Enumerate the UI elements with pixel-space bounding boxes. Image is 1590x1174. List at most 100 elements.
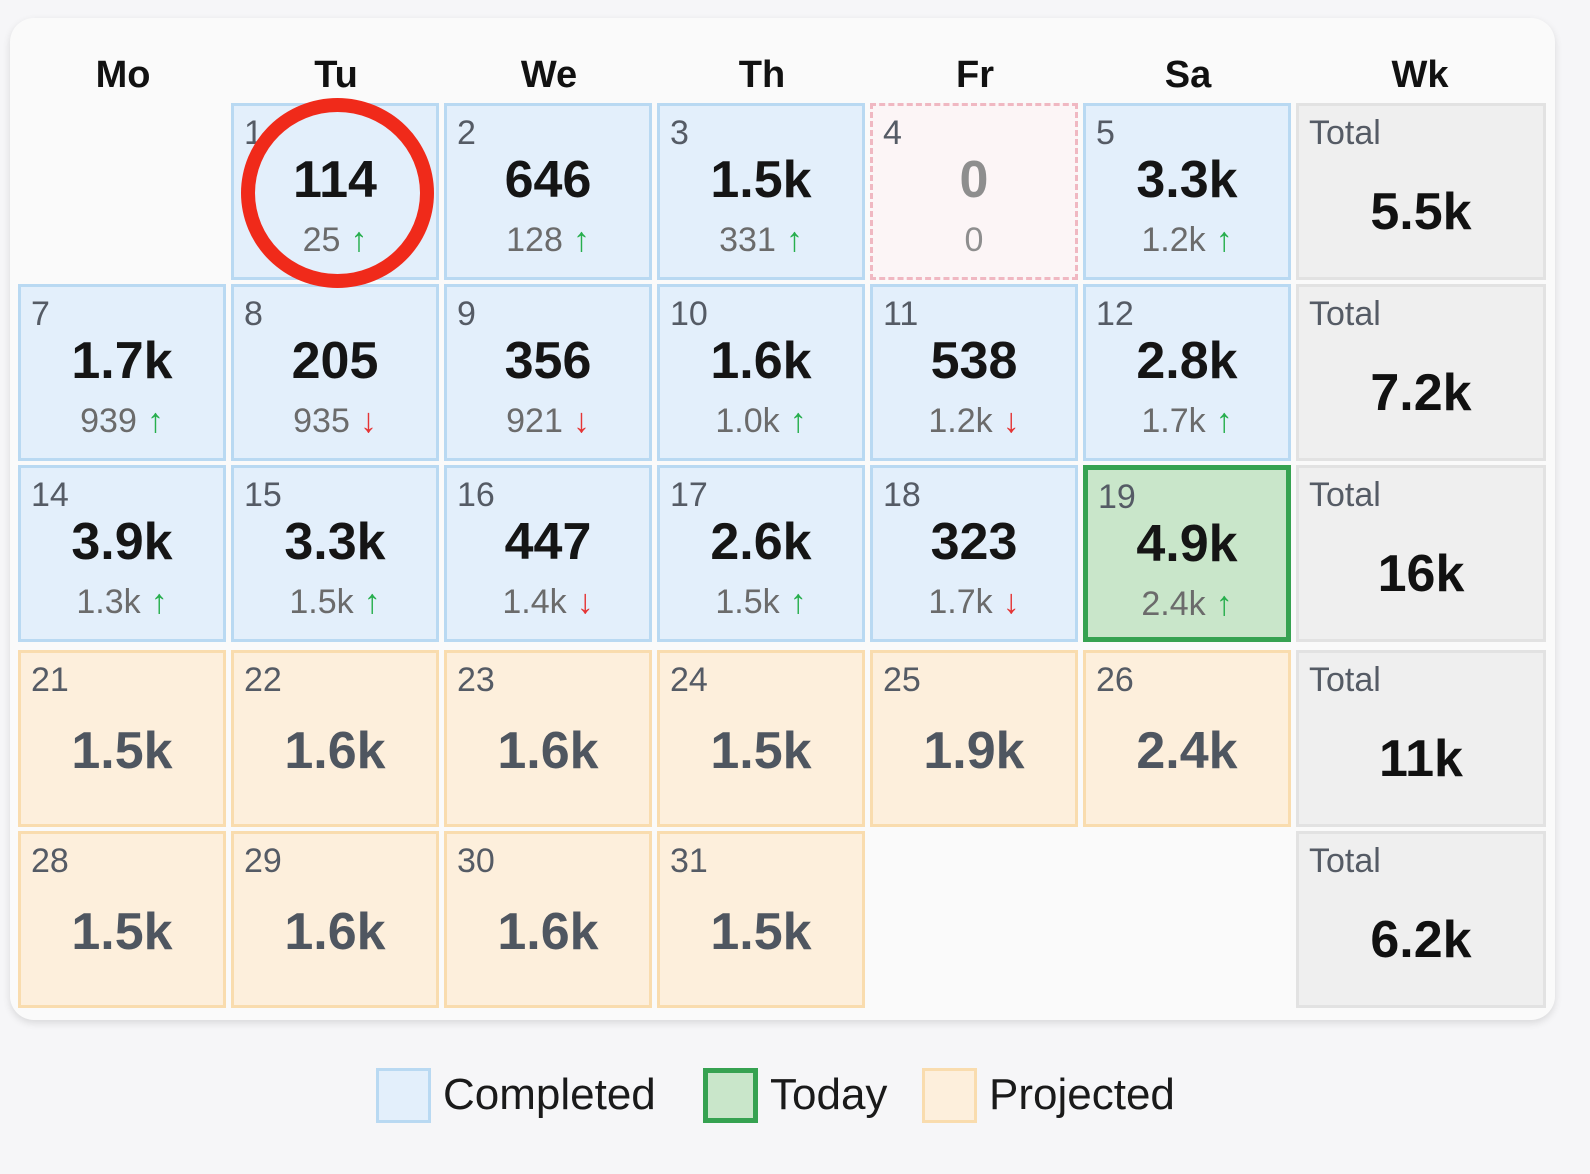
empty-cell	[1083, 831, 1291, 1008]
projected-value: 1.5k	[71, 903, 173, 961]
day-cell-28[interactable]: 28 1.5k	[18, 831, 226, 1008]
week-total-cell[interactable]: Total 16k	[1296, 465, 1546, 642]
day-cell-22[interactable]: 22 1.6k	[231, 650, 439, 827]
week-total-cell[interactable]: Total 5.5k	[1296, 103, 1546, 280]
day-cell-24[interactable]: 24 1.5k	[657, 650, 865, 827]
legend-projected-label: Projected	[989, 1070, 1175, 1119]
day-number: 5	[1096, 114, 1115, 152]
today-swatch	[703, 1067, 758, 1123]
day-cell-12[interactable]: 12 2.8k 1.7k ↑	[1083, 284, 1291, 461]
day-cell-18[interactable]: 18 323 1.7k ↓	[870, 465, 1078, 642]
day-cell-10[interactable]: 10 1.6k 1.0k ↑	[657, 284, 865, 461]
comparison-row: 1.3k ↑	[21, 583, 223, 621]
day-cell-21[interactable]: 21 1.5k	[18, 650, 226, 827]
arrow-down-icon: ↓	[576, 583, 594, 621]
day-number: 30	[457, 842, 495, 880]
day-number: 16	[457, 476, 495, 514]
day-number: 21	[31, 661, 69, 699]
comparison-value: 331	[719, 221, 776, 259]
day-number: 28	[31, 842, 69, 880]
day-cell-11[interactable]: 11 538 1.2k ↓	[870, 284, 1078, 461]
day-cell-7[interactable]: 7 1.7k 939 ↑	[18, 284, 226, 461]
arrow-up-icon: ↑	[1215, 402, 1233, 440]
day-cell-2[interactable]: 2 646 128 ↑	[444, 103, 652, 280]
day-value: 1.7k	[71, 332, 173, 390]
day-value: 1.6k	[710, 332, 812, 390]
comparison-row: 935 ↓	[234, 402, 436, 440]
day-value: 4.9k	[1136, 515, 1238, 573]
day-cell-29[interactable]: 29 1.6k	[231, 831, 439, 1008]
comparison-row: 1.2k ↓	[873, 402, 1075, 440]
day-number: 22	[244, 661, 282, 699]
arrow-up-icon: ↑	[1215, 585, 1233, 623]
day-number: 23	[457, 661, 495, 699]
day-number: 24	[670, 661, 708, 699]
projected-value: 1.6k	[284, 903, 386, 961]
day-number: 1	[244, 114, 263, 152]
day-value: 323	[930, 513, 1018, 571]
day-value: 1.5k	[710, 151, 812, 209]
day-cell-14[interactable]: 14 3.9k 1.3k ↑	[18, 465, 226, 642]
week-total-cell[interactable]: Total 6.2k	[1296, 831, 1546, 1008]
day-cell-23[interactable]: 23 1.6k	[444, 650, 652, 827]
projected-value: 1.6k	[284, 722, 386, 780]
day-cell-19[interactable]: 19 4.9k 2.4k ↑	[1083, 465, 1291, 642]
comparison-value: 128	[506, 221, 563, 259]
arrow-up-icon: ↑	[150, 583, 168, 621]
comparison-row: 1.2k ↑	[1086, 221, 1288, 259]
total-value: 11k	[1379, 730, 1463, 788]
arrow-up-icon: ↑	[350, 221, 368, 259]
day-number: 17	[670, 476, 708, 514]
day-cell-3[interactable]: 3 1.5k 331 ↑	[657, 103, 865, 280]
day-number: 26	[1096, 661, 1134, 699]
arrow-down-icon: ↓	[572, 402, 590, 440]
day-cell-30[interactable]: 30 1.6k	[444, 831, 652, 1008]
day-cell-5[interactable]: 5 3.3k 1.2k ↑	[1083, 103, 1291, 280]
legend-completed: Completed	[376, 1065, 656, 1125]
arrow-up-icon: ↑	[789, 402, 807, 440]
projected-value: 1.5k	[710, 903, 812, 961]
arrow-down-icon: ↓	[1002, 583, 1020, 621]
arrow-down-icon: ↓	[359, 402, 377, 440]
comparison-row: 128 ↑	[447, 221, 649, 259]
day-value: 114	[293, 151, 377, 209]
comparison-value: 1.5k	[715, 583, 780, 621]
header-sa: Sa	[1164, 54, 1212, 96]
comparison-row: 939 ↑	[21, 402, 223, 440]
header-tu: Tu	[314, 54, 358, 96]
header-wk: Wk	[1391, 54, 1449, 96]
completed-swatch	[376, 1067, 431, 1123]
total-label: Total	[1309, 842, 1381, 880]
legend-projected: Projected	[922, 1065, 1175, 1125]
comparison-value: 1.7k	[1141, 402, 1206, 440]
legend-today: Today	[703, 1065, 887, 1125]
comparison-row: 1.7k ↑	[1086, 402, 1288, 440]
total-label: Total	[1309, 661, 1381, 699]
day-number: 29	[244, 842, 282, 880]
day-cell-1[interactable]: 1 114 25 ↑	[231, 103, 439, 280]
day-cell-15[interactable]: 15 3.3k 1.5k ↑	[231, 465, 439, 642]
day-cell-31[interactable]: 31 1.5k	[657, 831, 865, 1008]
day-cell-16[interactable]: 16 447 1.4k ↓	[444, 465, 652, 642]
day-cell-4[interactable]: 4 0 0	[870, 103, 1078, 280]
day-number: 12	[1096, 295, 1134, 333]
day-cell-17[interactable]: 17 2.6k 1.5k ↑	[657, 465, 865, 642]
day-cell-25[interactable]: 25 1.9k	[870, 650, 1078, 827]
comparison-value: 1.2k	[1141, 221, 1206, 259]
day-number: 9	[457, 295, 476, 333]
day-cell-8[interactable]: 8 205 935 ↓	[231, 284, 439, 461]
day-number: 18	[883, 476, 921, 514]
day-number: 10	[670, 295, 708, 333]
week-total-cell[interactable]: Total 7.2k	[1296, 284, 1546, 461]
day-cell-26[interactable]: 26 2.4k	[1083, 650, 1291, 827]
week-total-cell[interactable]: Total 11k	[1296, 650, 1546, 827]
legend-completed-label: Completed	[443, 1070, 656, 1119]
arrow-down-icon: ↓	[1002, 402, 1020, 440]
comparison-row: 1.5k ↑	[234, 583, 436, 621]
comparison-row: 1.5k ↑	[660, 583, 862, 621]
day-cell-9[interactable]: 9 356 921 ↓	[444, 284, 652, 461]
projected-value: 1.9k	[923, 722, 1025, 780]
empty-cell	[870, 831, 1078, 1008]
total-label: Total	[1309, 114, 1381, 152]
comparison-row: 25 ↑	[234, 221, 436, 259]
